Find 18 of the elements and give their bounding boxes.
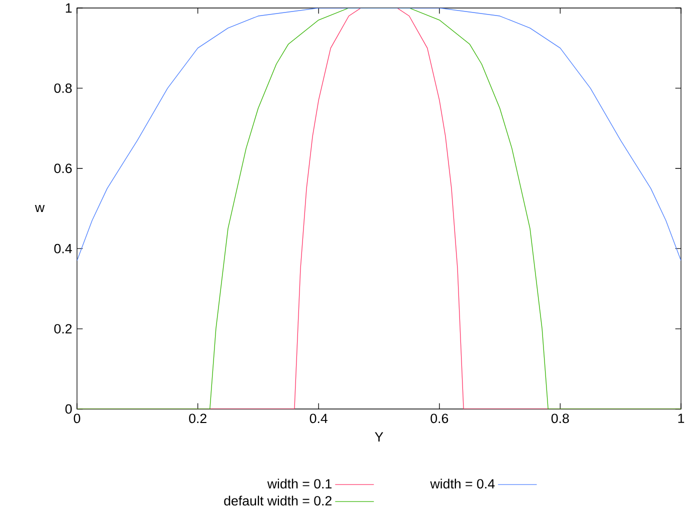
y-tick-label: 0.2 [54, 324, 72, 334]
y-tick-label: 0.4 [54, 244, 72, 254]
x-tick-label: 1 [678, 414, 684, 423]
legend-label: default width = 0.2 [224, 496, 332, 506]
x-tick-label: 0.4 [310, 414, 328, 424]
y-tick-label: 0.6 [54, 164, 72, 174]
y-tick-label: 1 [66, 3, 72, 13]
x-tick-label: 0.8 [551, 414, 569, 424]
y-tick-label: 0 [65, 404, 72, 414]
legend-label: width = 0.4 [430, 478, 495, 489]
line-series [77, 8, 681, 261]
legend-label: width = 0.1 [267, 478, 332, 489]
x-tick-label: 0 [74, 414, 80, 424]
y-axis-title: w [34, 204, 45, 212]
x-axis-title: Y [374, 432, 384, 442]
y-tick-label: 0.8 [54, 83, 72, 93]
x-tick-label: 0.6 [430, 414, 448, 424]
x-tick-label: 0.2 [189, 414, 206, 424]
